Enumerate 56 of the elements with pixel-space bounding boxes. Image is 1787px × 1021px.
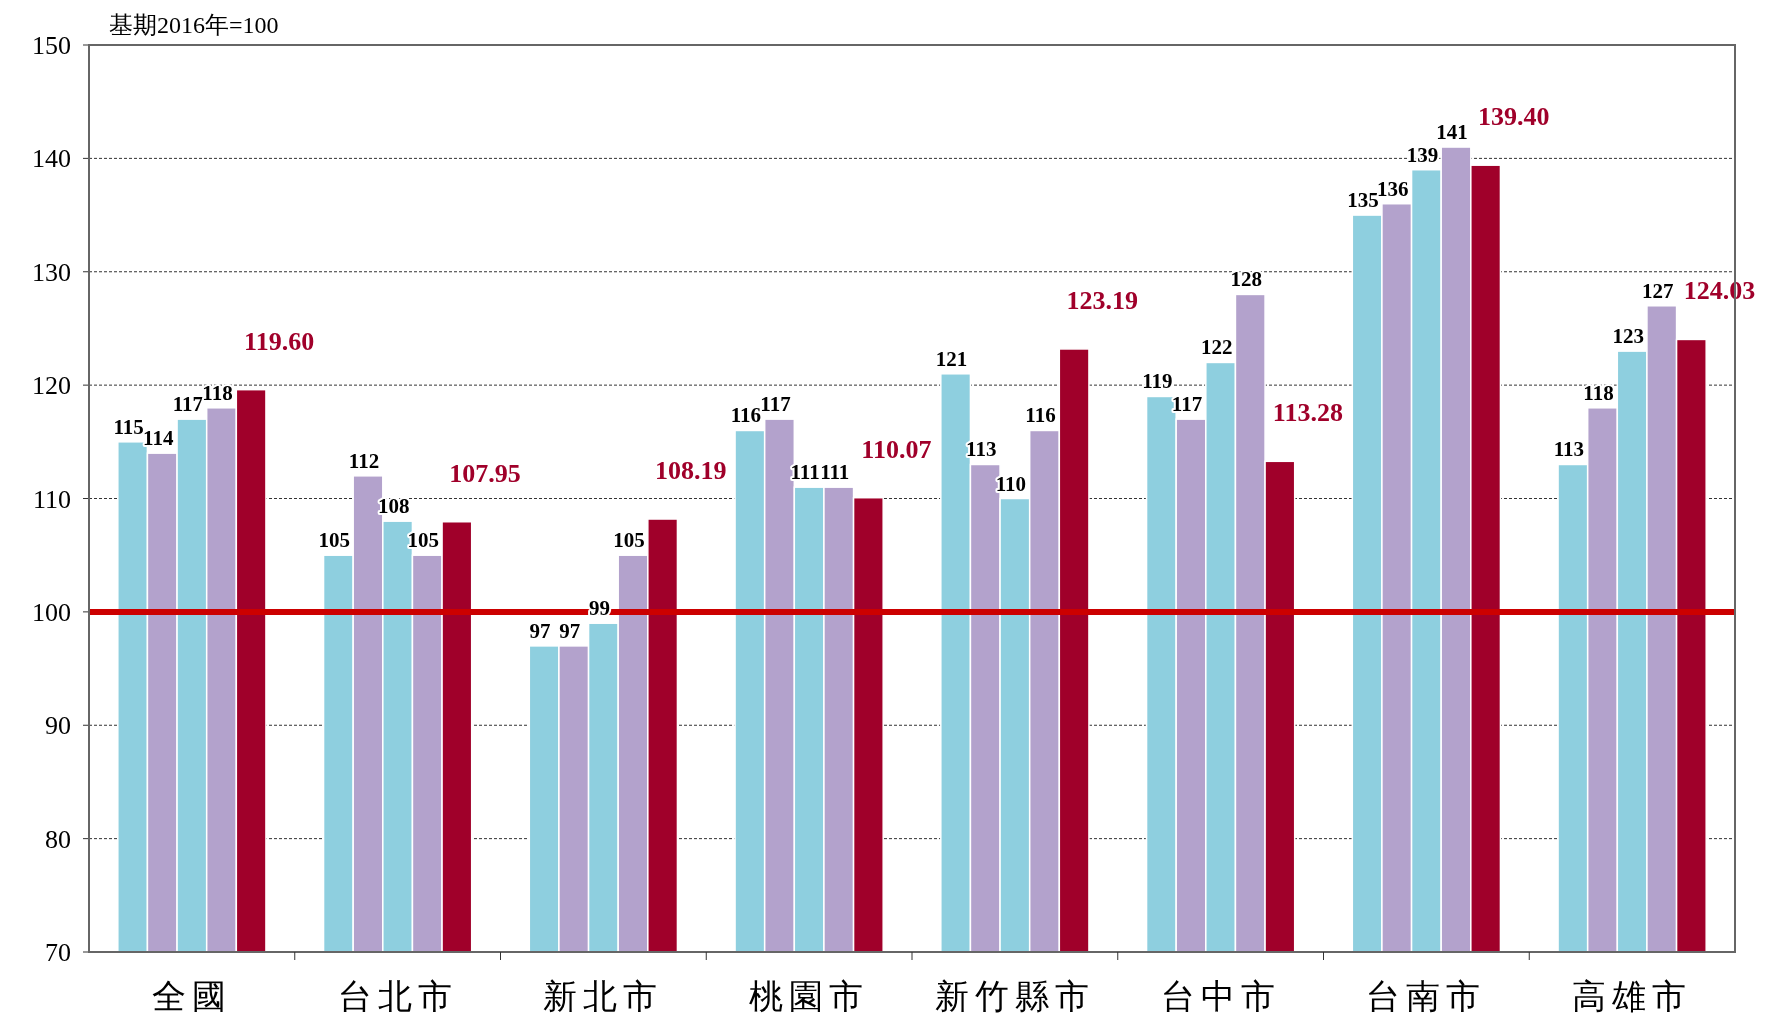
data-label: 105 [407,528,439,553]
data-label: 110 [995,471,1027,496]
data-label: 97 [559,618,581,643]
data-label: 112 [348,448,380,473]
data-label: 116 [730,403,762,428]
y-tick-label: 80 [45,824,71,854]
data-label: 121 [935,346,968,371]
data-label: 135 [1347,188,1379,213]
data-label: 118 [202,380,233,405]
y-tick-label: 70 [45,938,71,967]
data-label: 99 [588,596,610,621]
x-tick-label: 台北市 [337,978,458,1015]
data-label: 123 [1612,324,1644,349]
text: 基期2016年=100 [109,12,279,38]
data-label: 113.28 [1272,398,1343,428]
x-tick-label: 新北市 [543,978,664,1015]
data-label: 107.95 [449,458,521,488]
data-label: 111 [790,460,820,485]
data-label: 139.40 [1477,102,1550,132]
x-tick-label: 台中市 [1160,978,1281,1015]
y-tick-label: 130 [32,257,71,287]
y-tick-label: 120 [32,371,71,401]
y-tick-label: 150 [32,31,71,60]
data-label: 108.19 [654,456,727,486]
data-label: 123.19 [1066,285,1138,315]
y-tick-label: 140 [32,144,71,174]
x-tick-label: 高雄市 [1572,978,1693,1015]
y-tick-label: 100 [32,597,71,627]
data-label: 111 [820,460,850,485]
data-label: 108 [377,494,410,519]
data-label: 118 [1583,380,1614,405]
data-label: 110.07 [861,434,932,464]
data-label: 114 [143,426,174,451]
data-label: 127 [1642,278,1674,303]
data-label: 119 [1142,369,1173,394]
data-label: 116 [1025,403,1056,428]
data-label: 119.60 [244,326,315,356]
data-label: 128 [1230,267,1262,292]
x-tick-label: 新竹縣市 [934,978,1095,1015]
y-tick-label: 110 [32,484,71,514]
data-label: 136 [1377,176,1409,201]
data-label: 105 [613,528,645,553]
data-label: 105 [318,528,351,553]
x-tick-label: 全國 [151,978,232,1015]
data-label: 117 [760,392,791,417]
data-label: 113 [1553,437,1585,462]
data-label: 141 [1436,120,1468,145]
x-tick-label: 桃園市 [749,978,870,1015]
data-label: 122 [1200,335,1233,360]
data-label: 115 [113,414,144,439]
x-tick-label: 台南市 [1366,978,1487,1015]
data-label: 117 [1171,392,1203,417]
data-label: 117 [172,392,204,417]
y-tick-label: 90 [45,711,71,741]
data-label: 113 [966,437,997,462]
data-label: 97 [529,618,551,643]
